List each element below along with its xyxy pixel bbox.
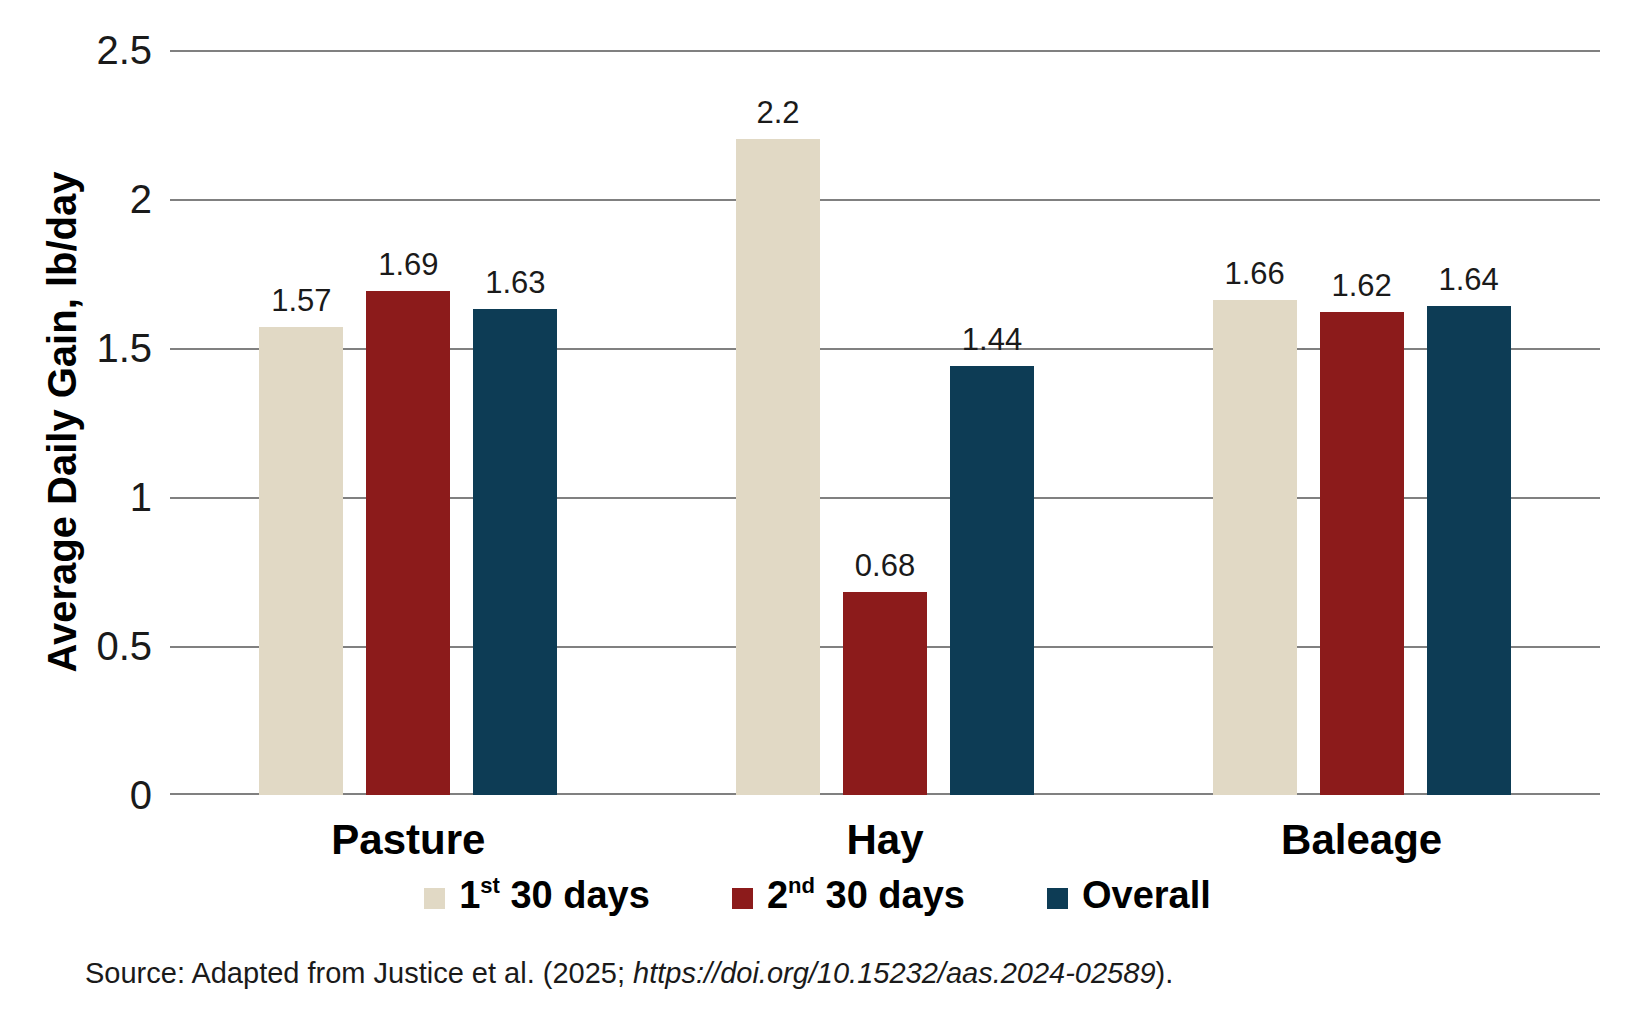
category-label-hay: Hay (647, 819, 1124, 861)
bar-group-baleage: 1.66 1.62 1.64 (1123, 50, 1600, 795)
value-label: 2.2 (756, 97, 799, 128)
source-text-prefix: Source: Adapted from Justice et al. (202… (85, 957, 633, 989)
legend-swatch-icon (424, 888, 445, 909)
category-label-pasture: Pasture (170, 819, 647, 861)
y-tick-label-2.5: 2.5 (22, 25, 152, 75)
value-label: 1.44 (962, 324, 1022, 355)
legend-swatch-icon (732, 888, 753, 909)
bar-pasture-1st-30-days: 1.57 (259, 327, 343, 795)
value-label: 1.57 (271, 285, 331, 316)
source-text-suffix: ). (1156, 957, 1174, 989)
y-tick-label-2: 2 (22, 174, 152, 224)
category-label-baleage: Baleage (1123, 819, 1600, 861)
value-label: 1.62 (1331, 270, 1391, 301)
bar-hay-2nd-30-days: 0.68 (843, 592, 927, 795)
legend: 1st 30 days 2nd 30 days Overall (0, 876, 1635, 914)
y-tick-label-0.5: 0.5 (22, 621, 152, 671)
legend-swatch-icon (1047, 888, 1068, 909)
y-axis-title: Average Daily Gain, lb/day (40, 172, 85, 673)
legend-item-1st-30-days: 1st 30 days (424, 876, 650, 914)
source-doi-link: https://doi.org/10.15232/aas.2024-02589 (633, 957, 1155, 989)
bar-baleage-1st-30-days: 1.66 (1213, 300, 1297, 795)
value-label: 1.66 (1224, 258, 1284, 289)
bar-baleage-2nd-30-days: 1.62 (1320, 312, 1404, 795)
plot-area: 00.511.522.51.571.691.63Pasture2.20.681.… (170, 50, 1600, 795)
value-label: 1.69 (378, 249, 438, 280)
bar-pasture-overall: 1.63 (473, 309, 557, 795)
bar-group-hay: 2.2 0.68 1.44 (647, 50, 1124, 795)
value-label: 1.63 (485, 267, 545, 298)
chart-figure: Average Daily Gain, lb/day 0 0.5 1 1.5 2 2.5 1… (0, 0, 1635, 1025)
value-label: 1.64 (1438, 264, 1498, 295)
value-label: 0.68 (855, 550, 915, 581)
y-tick-label-0: 0 (22, 770, 152, 820)
bar-hay-overall: 1.44 (950, 366, 1034, 795)
bar-pasture-2nd-30-days: 1.69 (366, 291, 450, 795)
source-note: Source: Adapted from Justice et al. (202… (85, 956, 1173, 991)
legend-item-2nd-30-days: 2nd 30 days (732, 876, 965, 914)
y-tick-label-1.5: 1.5 (22, 323, 152, 373)
legend-label: Overall (1082, 876, 1211, 914)
bar-group-pasture: 1.57 1.69 1.63 (170, 50, 647, 795)
bar-baleage-overall: 1.64 (1427, 306, 1511, 795)
legend-item-overall: Overall (1047, 876, 1211, 914)
legend-label: 1st 30 days (459, 876, 650, 914)
y-tick-label-1: 1 (22, 472, 152, 522)
legend-label: 2nd 30 days (767, 876, 965, 914)
bar-hay-1st-30-days: 2.2 (736, 139, 820, 795)
